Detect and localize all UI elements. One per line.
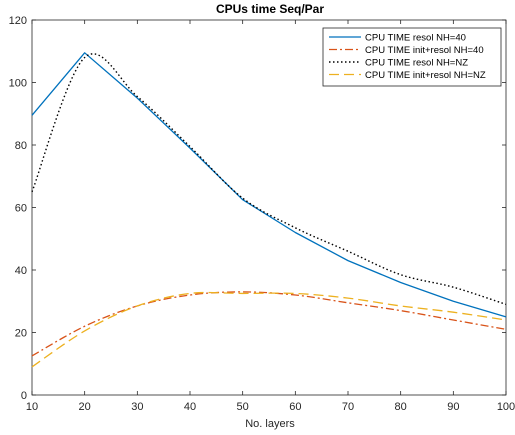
x-axis-label: No. layers	[245, 418, 295, 430]
x-tick-label: 30	[131, 401, 143, 413]
y-tick-label: 80	[15, 140, 27, 152]
x-tick-label: 100	[497, 401, 515, 413]
plot-area: 10 20 30 40 50 60 70 80 90 100 0 20 40 60 80 100 120 CPU …	[9, 15, 515, 413]
y-tick-label: 40	[15, 265, 27, 277]
series-line-3	[31, 53, 507, 306]
series-line-1	[31, 52, 507, 318]
legend-label-2: CPU TIME init+resol NH=40	[365, 45, 484, 56]
series-line-4	[31, 291, 507, 368]
legend-label-4: CPU TIME init+resol NH=NZ	[365, 70, 486, 81]
y-tick-label: 20	[15, 328, 27, 340]
legend-label-3: CPU TIME resol NH=NZ	[365, 58, 468, 69]
x-tick-label: 60	[289, 401, 301, 413]
legend-label-1: CPU TIME resol NH=40	[365, 33, 466, 44]
y-tick-label: 120	[9, 15, 27, 27]
x-tick-label: 80	[395, 401, 407, 413]
x-tick-label: 50	[237, 401, 249, 413]
y-tick-label: 60	[15, 203, 27, 215]
chart-title: CPUs time Seq/Par	[216, 2, 324, 16]
y-tick-label: 0	[21, 390, 27, 402]
y-tick-label: 100	[9, 78, 27, 90]
x-tick-label: 40	[184, 401, 196, 413]
x-tick-label: 90	[447, 401, 459, 413]
x-tick-label: 70	[342, 401, 354, 413]
legend-box	[322, 27, 502, 87]
x-tick-label: 10	[26, 401, 38, 413]
x-tick-label: 20	[79, 401, 91, 413]
